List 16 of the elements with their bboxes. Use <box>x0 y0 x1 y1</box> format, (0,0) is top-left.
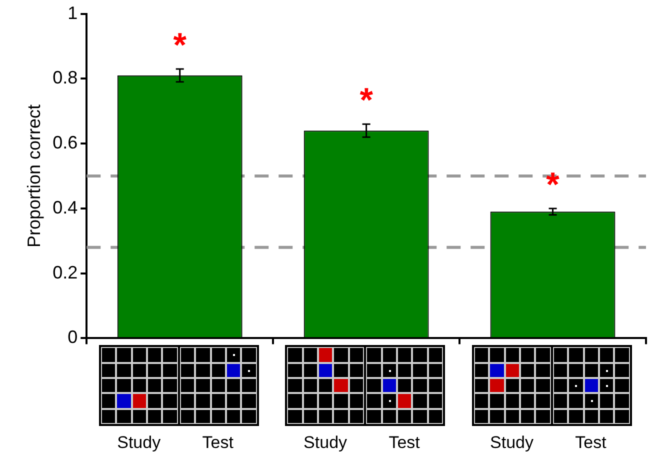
annotation: * <box>173 26 188 64</box>
text: Study <box>117 433 161 454</box>
text: Study <box>304 433 348 454</box>
text: Test <box>575 433 606 454</box>
y-axis-title: Proportion correct <box>24 104 44 248</box>
text: Study <box>490 433 534 454</box>
y-tick-label: 1 <box>68 2 78 23</box>
text: Test <box>388 433 420 454</box>
y-tick-label: 0.2 <box>52 262 78 282</box>
annotation: * <box>546 166 560 204</box>
annotation: * <box>360 81 374 120</box>
y-tick-label: 0.8 <box>52 68 78 88</box>
y-tick-label: 0 <box>68 327 78 348</box>
y-tick-label: 0.4 <box>52 197 78 218</box>
y-tick-label: 0.6 <box>52 132 78 153</box>
text: Test <box>202 433 234 454</box>
